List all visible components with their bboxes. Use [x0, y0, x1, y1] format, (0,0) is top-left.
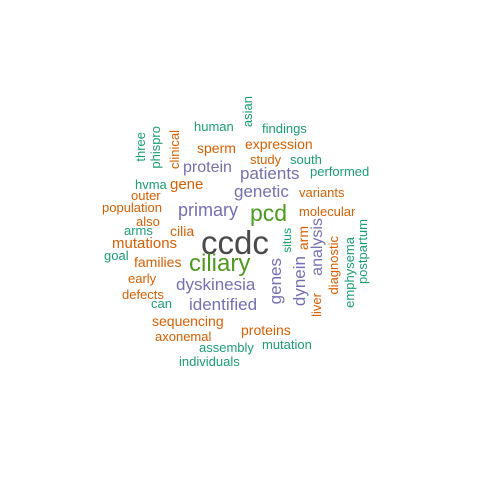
word-population: population	[102, 200, 162, 215]
word-gene: gene	[170, 176, 204, 193]
word-postpartum: postpartum	[355, 219, 370, 285]
word-individuals: individuals	[179, 354, 240, 369]
word-dynein: dynein	[290, 256, 309, 307]
word-arms: arms	[124, 223, 153, 238]
word-protein: protein	[183, 159, 232, 176]
word-genetic: genetic	[234, 182, 289, 201]
word-mutation: mutation	[262, 337, 312, 352]
word-asian: asian	[240, 96, 255, 128]
word-identified: identified	[189, 295, 258, 314]
word-hvma: hvma	[135, 177, 167, 192]
word-molecular: molecular	[299, 204, 356, 219]
word-defects: defects	[122, 287, 164, 302]
word-pcd: pcd	[250, 200, 288, 226]
word-human: human	[194, 119, 234, 134]
word-also: also	[136, 214, 160, 229]
word-outer: outer	[131, 188, 161, 203]
word-liver: liver	[309, 293, 324, 317]
word-ciliary: ciliary	[189, 250, 251, 277]
word-analysis: analysis	[309, 218, 326, 276]
word-goal: goal	[104, 248, 129, 263]
word-performed: performed	[310, 164, 370, 179]
word-findings: findings	[262, 121, 307, 136]
word-study: study	[250, 152, 282, 167]
word-genes: genes	[266, 258, 285, 305]
word-clinical: clinical	[167, 130, 182, 170]
word-dyskinesia: dyskinesia	[176, 275, 256, 294]
word-primary: primary	[178, 200, 239, 220]
word-arm: arm	[295, 226, 311, 251]
word-mutations: mutations	[112, 235, 178, 252]
word-can: can	[151, 296, 172, 311]
word-families: families	[134, 254, 182, 270]
word-situs: situs	[280, 228, 294, 253]
word-early: early	[128, 271, 157, 286]
word-three: three	[133, 132, 148, 162]
word-cilia: cilia	[170, 223, 195, 239]
word-diagnostic: diagnostic	[326, 236, 341, 295]
word-assembly: assembly	[199, 340, 254, 355]
word-proteins: proteins	[241, 322, 291, 338]
word-expression: expression	[245, 136, 313, 152]
word-phispro: phispro	[148, 126, 163, 169]
word-variants: variants	[299, 185, 345, 200]
word-ccdc: ccdc	[201, 224, 269, 261]
word-sequencing: sequencing	[152, 313, 224, 329]
word-axonemal: axonemal	[155, 329, 212, 344]
word-patients: patients	[240, 164, 300, 183]
word-south: south	[290, 152, 322, 167]
word-sperm: sperm	[197, 140, 236, 156]
